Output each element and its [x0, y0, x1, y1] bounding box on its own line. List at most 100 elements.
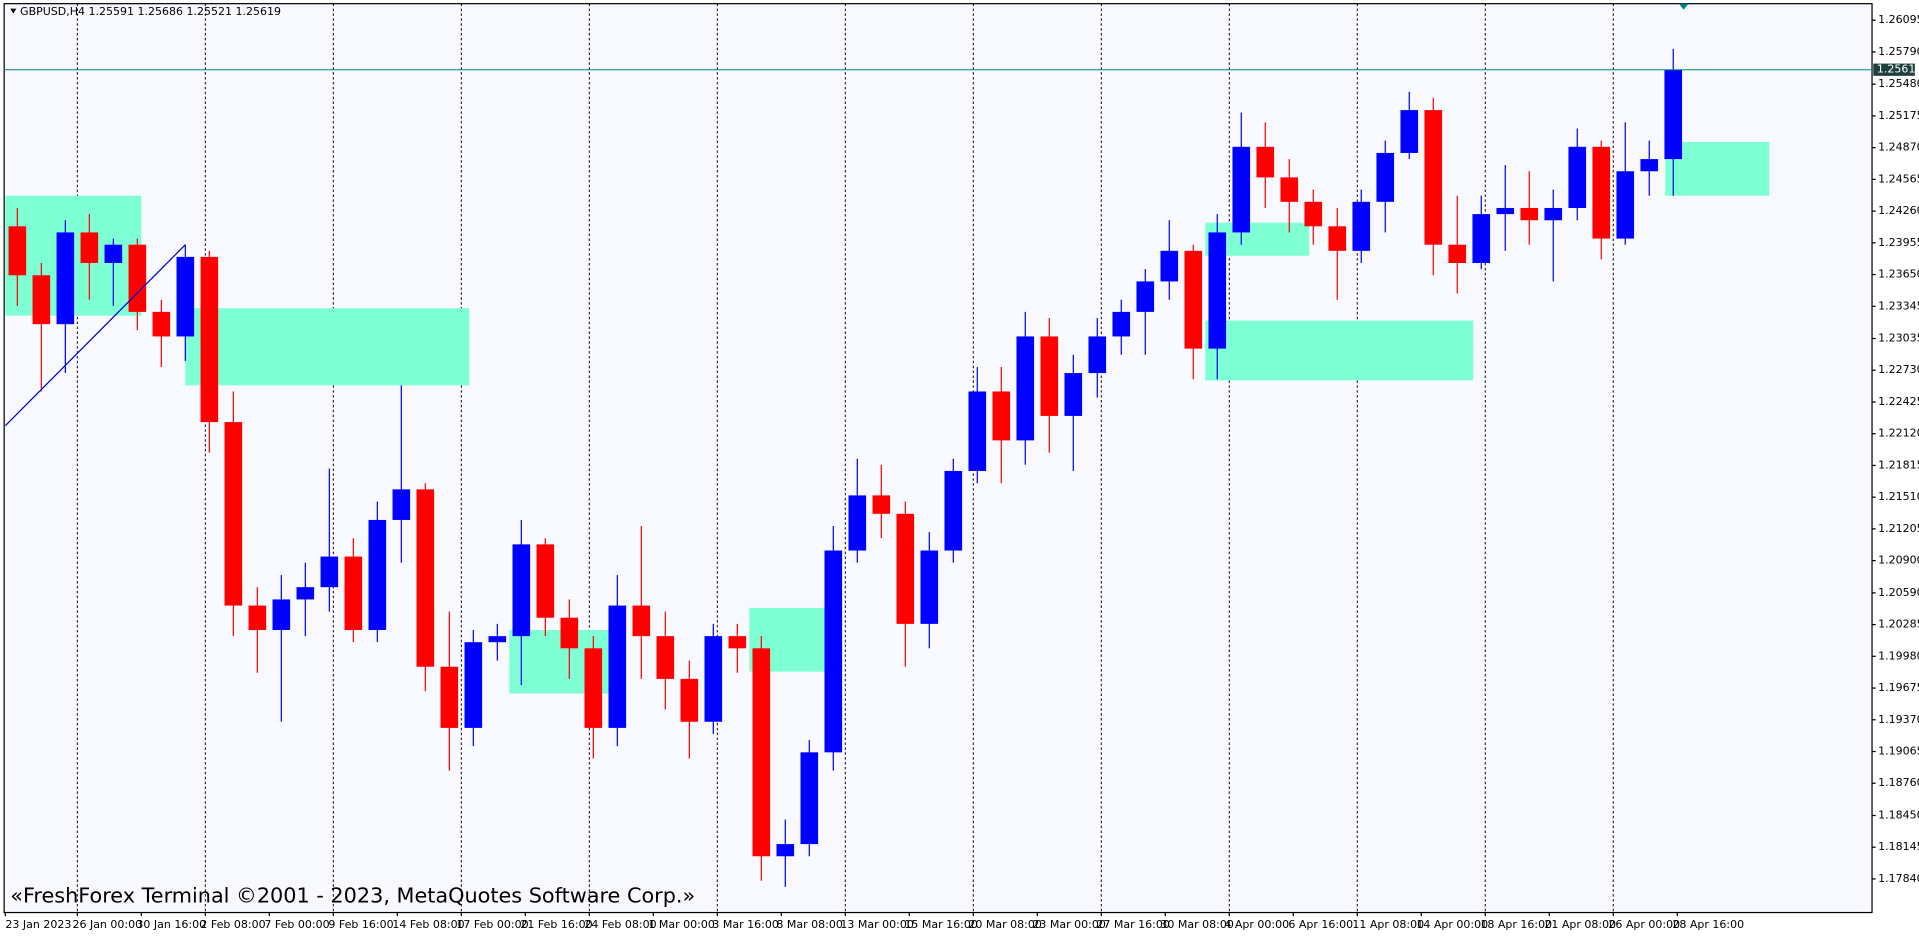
y-tick-label: 1.25175	[1878, 109, 1919, 122]
x-tick-label: 20 Mar 08:00	[968, 918, 1041, 931]
y-tick-label: 1.18450	[1878, 808, 1919, 821]
candle-body	[896, 513, 915, 624]
x-tick-label: 21 Feb 16:00	[520, 918, 592, 931]
candle-body	[152, 311, 171, 337]
title-arrow	[10, 8, 17, 14]
candle-body	[1280, 177, 1299, 202]
y-tick-label: 1.21205	[1878, 522, 1919, 535]
overlay	[4, 69, 1873, 427]
candle-body	[128, 244, 147, 312]
candle-body	[80, 232, 99, 264]
candle-body	[968, 391, 987, 471]
y-tick-label: 1.24870	[1878, 141, 1919, 154]
candle-body	[1424, 110, 1443, 245]
y-tick-label: 1.19065	[1878, 745, 1919, 758]
candles	[8, 48, 1683, 887]
zone	[1665, 141, 1770, 196]
y-tick-label: 1.23035	[1878, 332, 1919, 345]
candle-body	[488, 636, 507, 643]
shift-marker	[1678, 3, 1689, 10]
candle-body	[584, 648, 603, 728]
x-tick-label: 9 Feb 16:00	[328, 918, 393, 931]
candle-body	[680, 678, 699, 722]
trendline	[4, 244, 186, 427]
y-tick-label: 1.23955	[1878, 236, 1919, 249]
y-tick-label: 1.19980	[1878, 649, 1919, 662]
candle-body	[1088, 336, 1107, 374]
plot-area	[3, 3, 1873, 914]
candle-body	[1664, 69, 1683, 160]
candle-body	[1520, 207, 1539, 221]
candle-body	[1112, 311, 1131, 337]
candle-body	[224, 422, 243, 606]
x-tick-label: 23 Jan 2023	[5, 918, 71, 931]
y-tick-label: 1.18760	[1878, 776, 1919, 789]
candle-body	[392, 489, 411, 520]
candle-body	[32, 275, 51, 325]
candle-body	[272, 599, 291, 631]
candle-body	[536, 544, 555, 618]
candle-body	[1496, 207, 1515, 215]
y-tick-label: 1.17840	[1878, 872, 1919, 885]
candle-body	[1448, 244, 1467, 264]
candle-body	[608, 605, 627, 728]
candle-body	[512, 544, 531, 637]
candle-body	[560, 617, 579, 649]
x-tick-label: 21 Apr 08:00	[1544, 918, 1616, 931]
candle-body	[1352, 201, 1371, 251]
candle-body	[1184, 250, 1203, 349]
y-tick-label: 1.23650	[1878, 268, 1919, 281]
candle-body	[728, 636, 747, 649]
candle-body	[56, 232, 75, 325]
y-tick-label: 1.25480	[1878, 77, 1919, 90]
y-tick-label: 1.19370	[1878, 713, 1919, 726]
y-tick-label: 1.22120	[1878, 427, 1919, 440]
candle-body	[1400, 110, 1419, 153]
candle-body	[800, 752, 819, 845]
y-tick-label: 1.19675	[1878, 681, 1919, 694]
y-tick-label: 1.24565	[1878, 172, 1919, 185]
x-tick-label: 3 Mar 16:00	[712, 918, 778, 931]
x-tick-label: 26 Jan 00:00	[72, 918, 142, 931]
candle-body	[656, 636, 675, 679]
y-tick-label: 1.20900	[1878, 554, 1919, 567]
candle-body	[464, 642, 483, 728]
candle-body	[776, 844, 795, 857]
last-price-label: 1.25619	[1877, 63, 1919, 76]
x-tick-label: 23 Mar 00:00	[1032, 918, 1105, 931]
watermark: «FreshForex Terminal ©2001 - 2023, MetaQ…	[10, 884, 695, 908]
x-tick-label: 7 Feb 00:00	[264, 918, 329, 931]
candle-body	[344, 556, 363, 631]
candle-body	[368, 519, 387, 631]
chart-title: GBPUSD,H4 1.25591 1.25686 1.25521 1.2561…	[20, 5, 281, 18]
x-tick-label: 6 Apr 16:00	[1288, 918, 1353, 931]
x-tick-label: 26 Apr 00:00	[1608, 918, 1680, 931]
candle-body	[1376, 152, 1395, 202]
candle-body	[920, 550, 939, 624]
y-tick-label: 1.20285	[1878, 618, 1919, 631]
y-tick-label: 1.25790	[1878, 45, 1919, 58]
candle-body	[1016, 336, 1035, 441]
x-tick-label: 11 Apr 08:00	[1352, 918, 1424, 931]
candle-body	[1304, 201, 1323, 227]
candle-body	[1640, 159, 1659, 172]
candle-body	[248, 605, 267, 631]
candle-body	[992, 391, 1011, 441]
y-tick-label: 1.22425	[1878, 395, 1919, 408]
x-tick-label: 17 Feb 00:00	[456, 918, 528, 931]
candle-body	[320, 556, 339, 588]
y-tick-label: 1.21815	[1878, 458, 1919, 471]
candle-body	[8, 226, 27, 276]
zone	[1205, 320, 1474, 381]
x-tick-label: 30 Mar 08:00	[1160, 918, 1233, 931]
y-tick-label: 1.26095	[1878, 13, 1919, 26]
candle-body	[200, 256, 219, 423]
x-tick-label: 28 Apr 16:00	[1672, 918, 1744, 931]
candle-body	[296, 587, 315, 600]
y-tick-label: 1.20590	[1878, 586, 1919, 599]
candle-body	[1040, 336, 1059, 416]
candle-body	[1064, 373, 1083, 416]
x-tick-label: 18 Apr 16:00	[1480, 918, 1552, 931]
candle-body	[1592, 146, 1611, 239]
x-tick-label: 27 Mar 16:00	[1096, 918, 1169, 931]
